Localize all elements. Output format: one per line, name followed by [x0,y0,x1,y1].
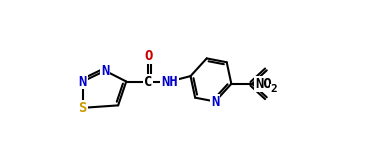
Text: N: N [101,64,109,78]
Text: 2: 2 [270,84,277,94]
Text: S: S [78,101,87,115]
Text: N: N [211,95,219,108]
Text: NH: NH [161,75,178,88]
Text: O: O [144,49,152,63]
Text: N: N [78,75,87,88]
Text: NO: NO [255,77,272,91]
Text: C: C [144,75,152,88]
